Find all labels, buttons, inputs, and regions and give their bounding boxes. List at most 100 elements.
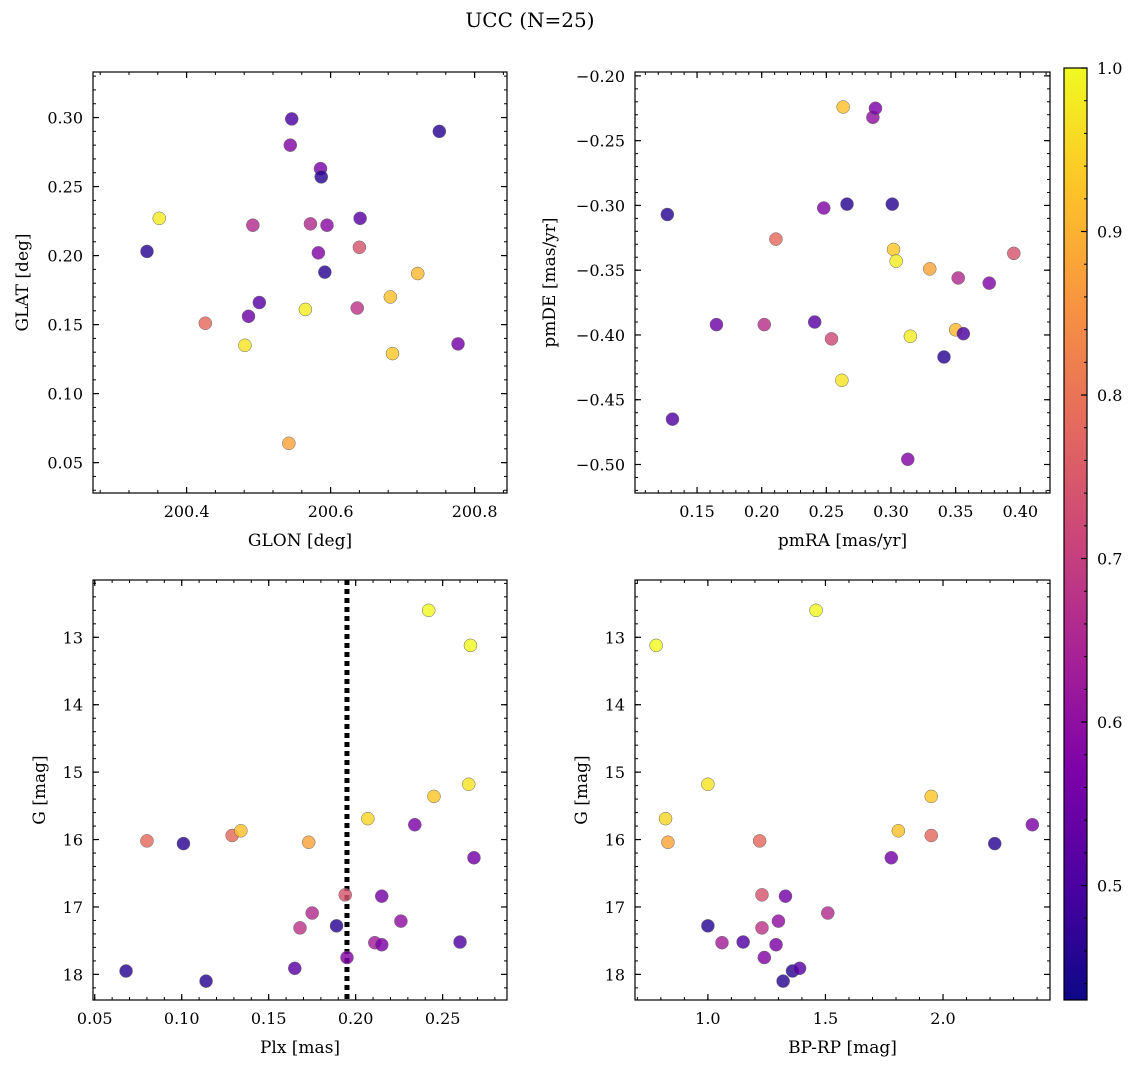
data-point <box>152 211 166 226</box>
y-tick-label: 15 <box>605 763 625 782</box>
data-point <box>757 317 772 332</box>
data-point <box>665 412 680 426</box>
data-point <box>752 834 767 848</box>
data-point <box>901 452 915 467</box>
colorbar-tick-label: 1.0 <box>1097 59 1122 78</box>
data-point <box>982 276 996 290</box>
panels: 200.4 200.6 200.8 0.05 0.10 0.15 0.20 0.25 0.30 G… <box>13 67 1051 1058</box>
data-point <box>701 919 715 933</box>
data-point <box>451 337 465 351</box>
data-point <box>311 246 326 260</box>
data-point <box>835 373 849 388</box>
data-point <box>453 935 467 949</box>
y-tick-label: −0.20 <box>576 67 625 86</box>
data-point <box>298 302 313 317</box>
y-tick-label: 14 <box>63 696 83 715</box>
data-point <box>320 218 334 232</box>
x-tick-label: 0.15 <box>251 1009 287 1028</box>
data-point <box>246 218 260 232</box>
x-tick-label: 200.6 <box>308 502 354 521</box>
x-axis-label: pmRA [mas/yr] <box>778 531 907 551</box>
axes-frame <box>92 579 508 1001</box>
y-tick-label: 13 <box>605 628 625 647</box>
y-tick-label: −0.35 <box>576 261 625 280</box>
axes-frame <box>634 579 1051 1001</box>
data-point <box>234 824 248 838</box>
y-tick-label: 0.30 <box>47 109 83 128</box>
data-point <box>817 201 831 215</box>
data-point <box>809 603 823 618</box>
data-point <box>340 950 354 965</box>
data-point <box>352 240 367 255</box>
data-point <box>385 346 400 361</box>
data-point <box>924 789 939 804</box>
data-point <box>467 851 481 865</box>
y-tick-label: −0.45 <box>576 391 625 410</box>
data-point <box>660 207 675 222</box>
x-axis-label: GLON [deg] <box>248 531 352 551</box>
data-point <box>303 217 318 231</box>
data-point <box>885 197 900 211</box>
x-tick-label: 0.25 <box>425 1009 461 1028</box>
data-point <box>755 888 769 902</box>
data-point <box>937 350 951 364</box>
data-point <box>658 811 673 826</box>
y-axis-label: GLAT [deg] <box>13 233 33 331</box>
y-tick-label: −0.40 <box>576 326 625 345</box>
data-point <box>757 950 772 965</box>
x-tick-label: 0.25 <box>809 502 845 521</box>
data-point <box>252 295 267 310</box>
data-point <box>661 835 675 849</box>
colorbar-tick-label: 0.6 <box>1097 713 1122 732</box>
data-point <box>769 232 783 246</box>
data-point <box>301 835 316 849</box>
y-tick-label: 18 <box>605 965 625 984</box>
x-tick-label: 200.8 <box>452 502 498 521</box>
data-point <box>755 921 769 935</box>
y-tick-label: −0.30 <box>576 196 625 215</box>
y-tick-label: 0.25 <box>47 178 83 197</box>
x-tick-label: 0.40 <box>1002 502 1038 521</box>
panel-4: 1.0 1.5 2.0 13 14 15 16 17 18 BP-RP [mag] G [mag] <box>572 579 1051 1058</box>
data-point <box>769 937 783 952</box>
x-tick-label: 0.15 <box>679 502 715 521</box>
data-point <box>840 197 854 211</box>
data-point <box>886 242 901 257</box>
data-point <box>241 309 256 324</box>
data-point <box>884 851 899 865</box>
data-point <box>329 919 344 933</box>
x-tick-label: 2.0 <box>930 1009 955 1028</box>
data-point <box>283 138 298 152</box>
data-point <box>987 836 1002 851</box>
data-point <box>1025 817 1040 832</box>
data-point <box>408 817 422 832</box>
colorbar-frame <box>1063 67 1088 1001</box>
colorbar-tick-label: 0.9 <box>1097 223 1122 242</box>
data-point <box>318 265 332 279</box>
data-point <box>427 789 441 804</box>
figure-title: UCC (N=25) <box>465 8 594 32</box>
y-tick-label: 0.20 <box>47 247 83 266</box>
data-point <box>432 124 447 139</box>
data-point <box>375 889 389 903</box>
data-point <box>238 338 252 353</box>
data-point <box>776 974 790 988</box>
axes-frame <box>92 71 508 494</box>
data-point <box>461 777 476 792</box>
panel-2: 0.15 0.20 0.25 0.30 0.35 0.40 −0.50 −0.45 −0.40 −… <box>540 67 1051 551</box>
y-tick-label: −0.25 <box>576 132 625 151</box>
x-tick-label: 0.35 <box>938 502 974 521</box>
y-axis-label: pmDE [mas/yr] <box>540 217 560 347</box>
y-tick-label: 15 <box>63 763 83 782</box>
data-point <box>353 211 367 226</box>
data-point <box>891 824 906 838</box>
colorbar: 0.5 0.6 0.7 0.8 0.9 1.0 <box>1063 59 1122 1001</box>
data-point <box>868 101 883 116</box>
data-point <box>923 262 937 276</box>
y-axis-label: G [mag] <box>30 755 50 824</box>
data-point <box>314 170 328 184</box>
colorbar-gradient <box>1064 68 1087 1000</box>
data-point <box>176 836 191 851</box>
data-point <box>394 914 408 928</box>
